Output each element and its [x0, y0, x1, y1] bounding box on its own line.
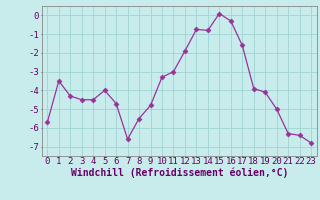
- X-axis label: Windchill (Refroidissement éolien,°C): Windchill (Refroidissement éolien,°C): [70, 168, 288, 178]
